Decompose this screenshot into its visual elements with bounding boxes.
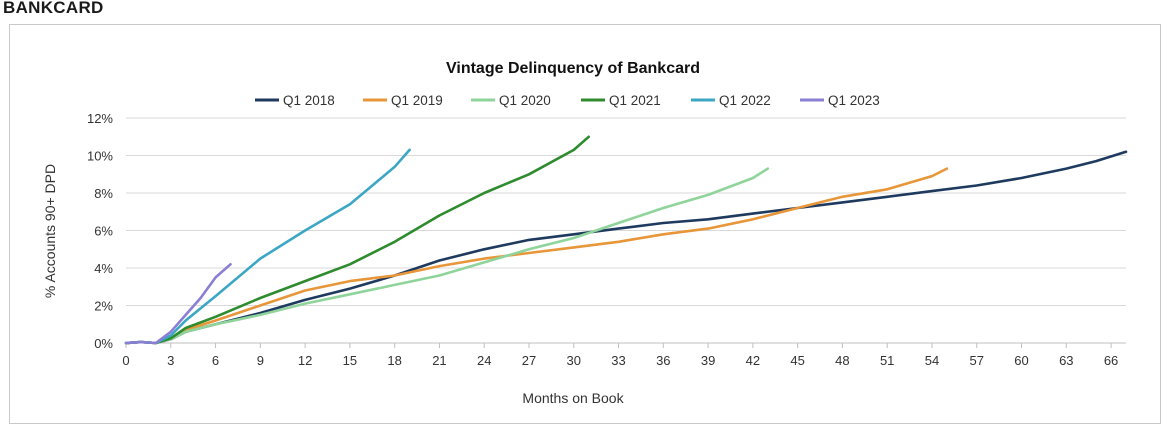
x-tick-label: 0 (122, 353, 129, 368)
series-line-q1-2020 (124, 167, 770, 345)
legend-label: Q1 2023 (828, 93, 880, 108)
legend-item-q1-2023: Q1 2023 (800, 93, 880, 108)
legend-label: Q1 2019 (391, 93, 443, 108)
series-lines (124, 135, 1128, 345)
x-tick-label: 54 (925, 353, 939, 368)
chart-frame (9, 24, 1161, 424)
legend-label: Q1 2021 (609, 93, 661, 108)
x-tick-label: 12 (298, 353, 312, 368)
x-tick-label: 9 (257, 353, 264, 368)
y-tick-label: 6% (94, 224, 113, 239)
x-tick-label: 30 (567, 353, 581, 368)
x-tick-label: 66 (1104, 353, 1118, 368)
y-tick-label: 0% (94, 336, 113, 351)
y-axis-ticks: 0% 2% 4% 6% 8% 10% 12% (87, 111, 113, 351)
legend-item-q1-2021: Q1 2021 (581, 93, 661, 108)
x-axis-ticks: 0 3 6 9 12 15 18 21 24 27 30 33 36 39 42 45 48 51 54 57 60 63… (122, 353, 1118, 368)
series-line-q1-2023 (124, 263, 232, 345)
x-axis (125, 342, 1126, 348)
legend-label: Q1 2020 (499, 93, 551, 108)
x-tick-label: 24 (477, 353, 491, 368)
x-tick-label: 36 (656, 353, 670, 368)
chart-title: Vintage Delinquency of Bankcard (446, 60, 700, 77)
y-tick-label: 4% (94, 261, 113, 276)
x-tick-label: 39 (701, 353, 715, 368)
x-tick-label: 48 (835, 353, 849, 368)
x-tick-label: 60 (1014, 353, 1028, 368)
x-tick-label: 57 (970, 353, 984, 368)
chart-legend: Q1 2018 Q1 2019 Q1 2020 Q1 2021 Q1 2022 Q1 20… (255, 93, 880, 108)
y-gridlines (126, 117, 1126, 306)
x-tick-label: 27 (522, 353, 536, 368)
legend-label: Q1 2022 (719, 93, 771, 108)
legend-item-q1-2019: Q1 2019 (363, 93, 443, 108)
x-tick-label: 18 (387, 353, 401, 368)
x-tick-label: 63 (1059, 353, 1073, 368)
y-tick-label: 2% (94, 299, 113, 314)
legend-item-q1-2020: Q1 2020 (471, 93, 551, 108)
y-tick-label: 8% (94, 186, 113, 201)
y-tick-label: 10% (87, 149, 113, 164)
x-tick-label: 42 (746, 353, 760, 368)
x-tick-label: 33 (611, 353, 625, 368)
x-tick-label: 6 (212, 353, 219, 368)
y-axis-title: % Accounts 90+ DPD (42, 164, 58, 298)
x-tick-label: 45 (790, 353, 804, 368)
x-tick-label: 21 (432, 353, 446, 368)
legend-label: Q1 2018 (283, 93, 335, 108)
legend-item-q1-2022: Q1 2022 (691, 93, 771, 108)
x-tick-label: 51 (880, 353, 894, 368)
x-tick-label: 15 (343, 353, 357, 368)
page-heading: BANKCARD (3, 0, 104, 17)
x-tick-label: 3 (167, 353, 174, 368)
y-tick-label: 12% (87, 111, 113, 126)
x-axis-title: Months on Book (522, 390, 624, 406)
legend-item-q1-2018: Q1 2018 (255, 93, 335, 108)
